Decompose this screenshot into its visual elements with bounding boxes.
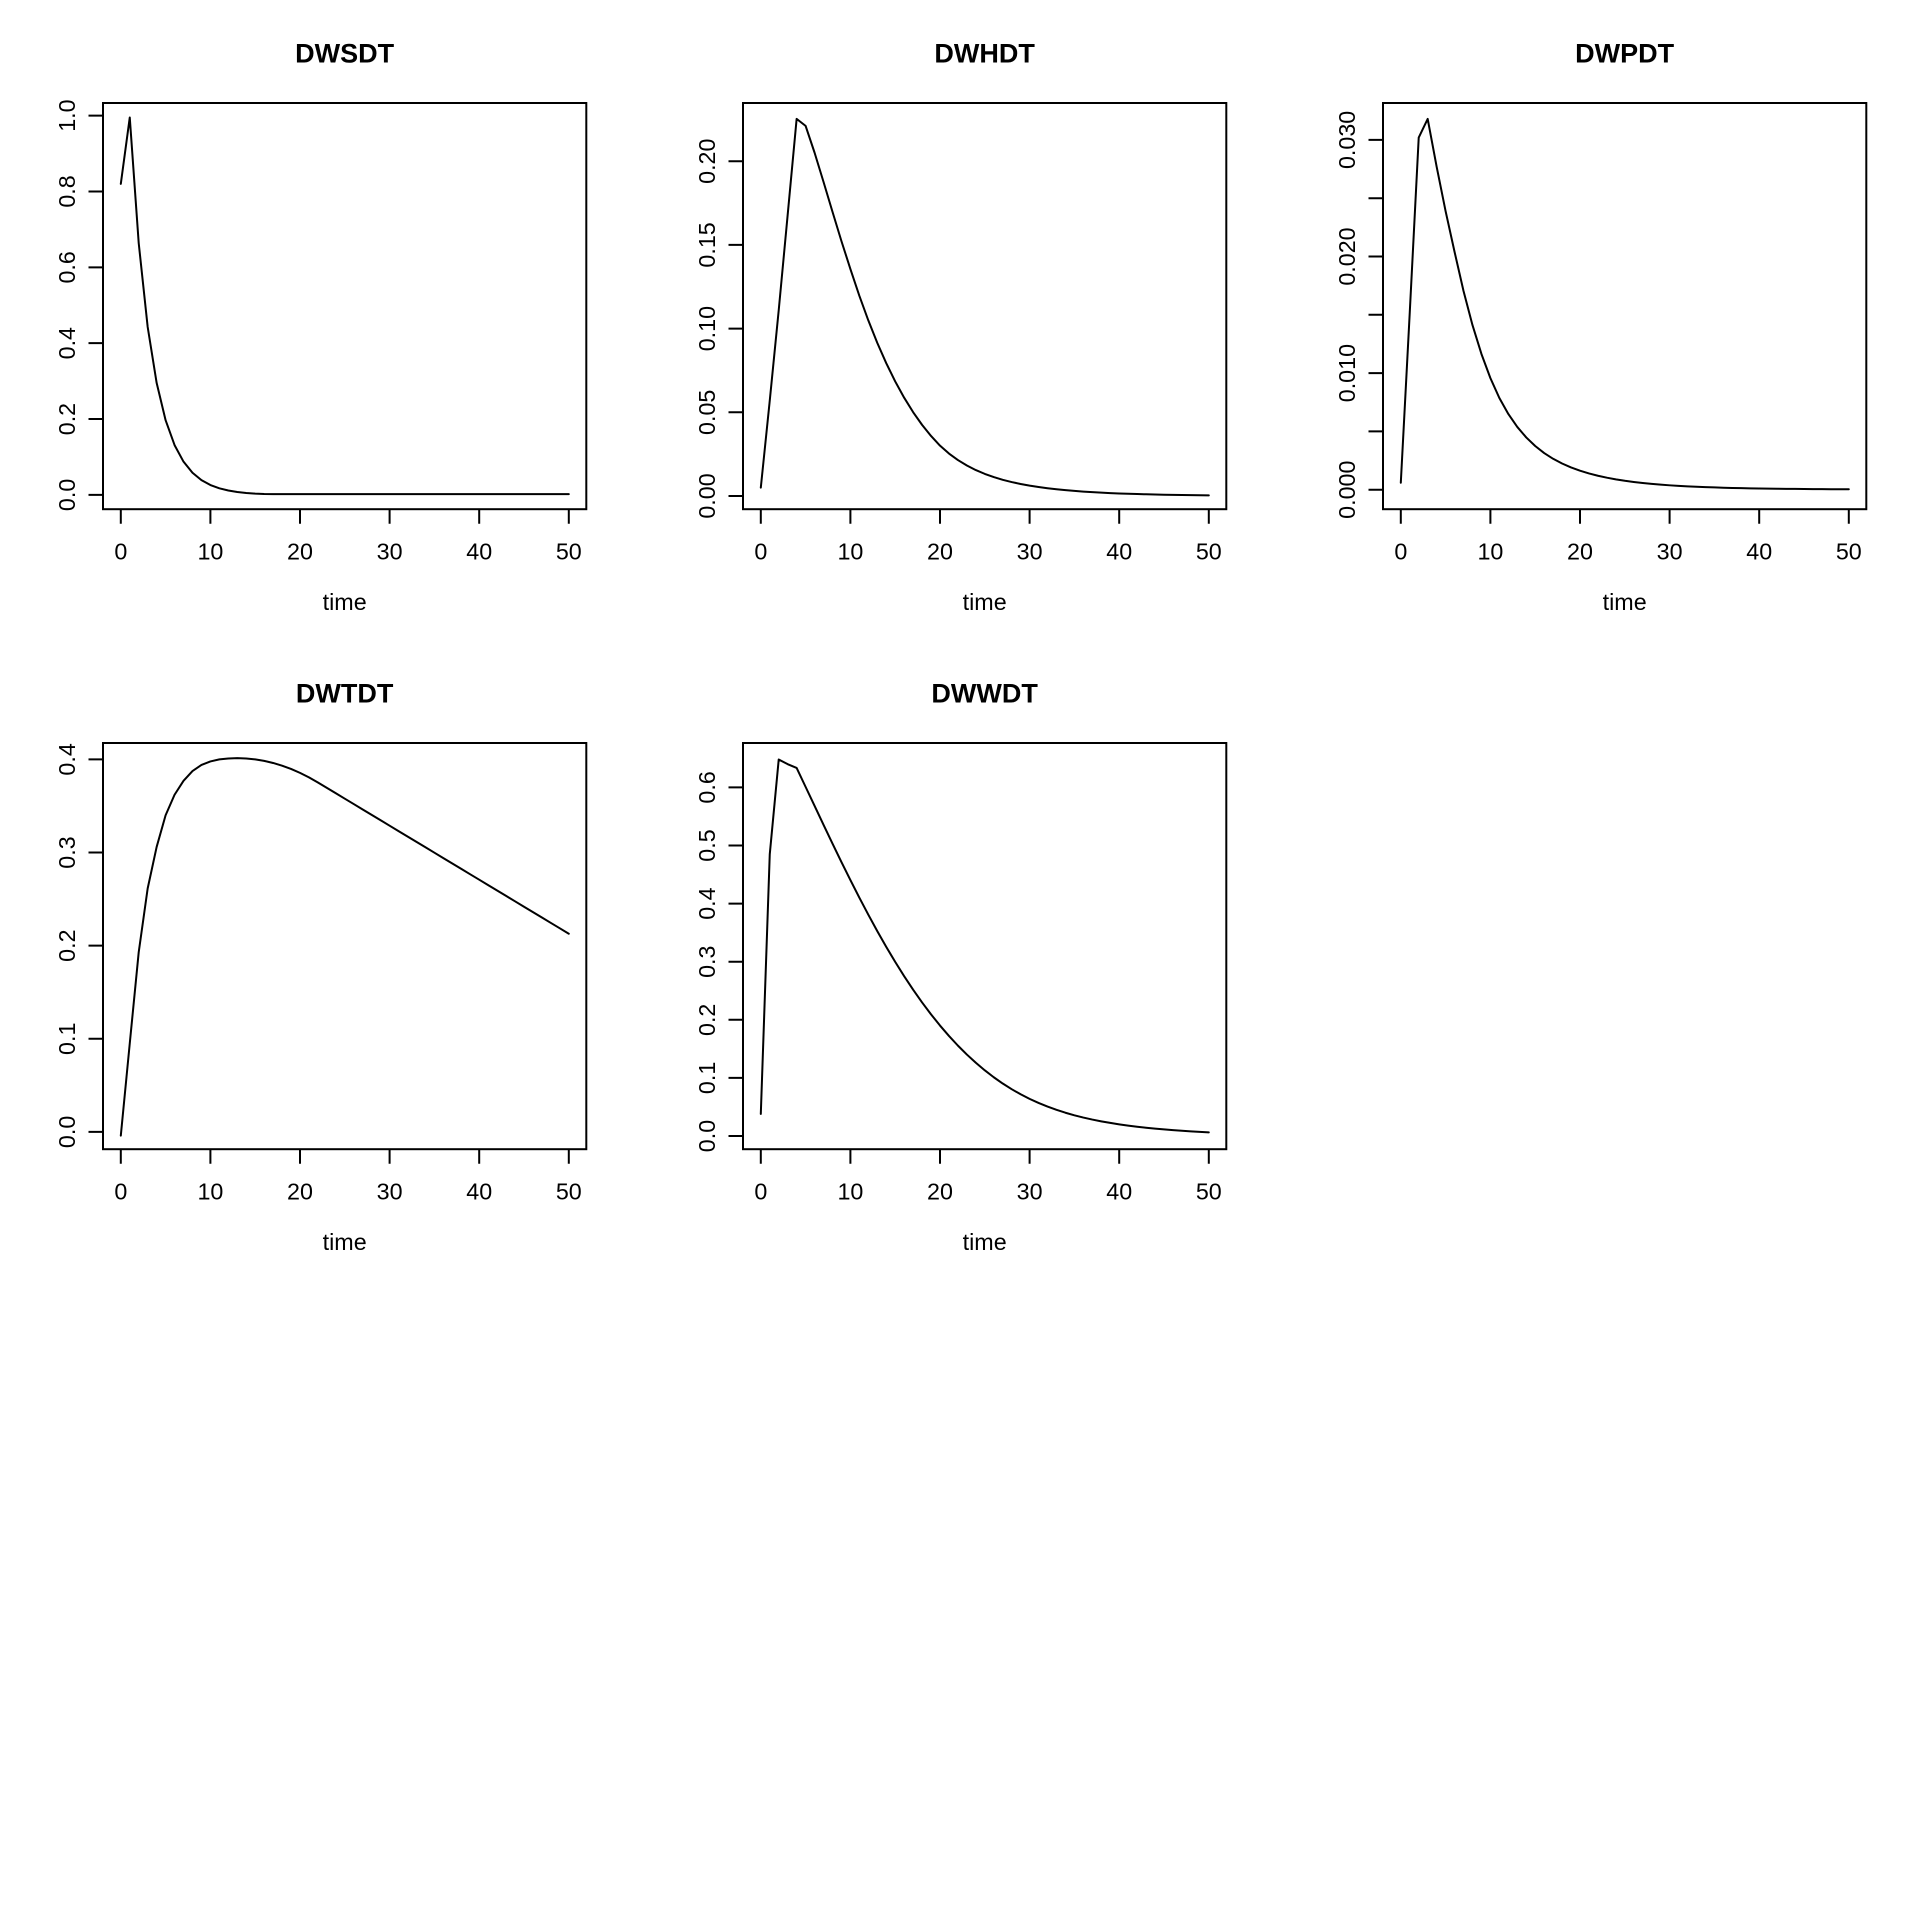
svg-text:0.05: 0.05 (694, 390, 720, 435)
svg-text:0.020: 0.020 (1334, 227, 1360, 285)
svg-text:40: 40 (466, 538, 492, 564)
svg-text:0.00: 0.00 (694, 473, 720, 518)
svg-text:time: time (1603, 589, 1647, 615)
svg-text:0: 0 (114, 1178, 127, 1204)
svg-text:0.4: 0.4 (694, 887, 720, 919)
svg-text:40: 40 (1746, 538, 1772, 564)
svg-text:20: 20 (927, 1178, 953, 1204)
svg-text:50: 50 (556, 1178, 582, 1204)
svg-text:20: 20 (927, 538, 953, 564)
svg-text:30: 30 (1017, 1178, 1043, 1204)
svg-text:20: 20 (1567, 538, 1593, 564)
svg-text:40: 40 (1106, 1178, 1132, 1204)
svg-text:0.2: 0.2 (54, 929, 80, 961)
svg-text:0: 0 (754, 538, 767, 564)
svg-text:0.030: 0.030 (1334, 111, 1360, 169)
svg-text:50: 50 (556, 538, 582, 564)
svg-text:0.3: 0.3 (54, 836, 80, 868)
svg-text:10: 10 (837, 538, 863, 564)
svg-text:time: time (963, 589, 1007, 615)
svg-text:0.1: 0.1 (694, 1062, 720, 1094)
svg-text:DWSDT: DWSDT (295, 39, 394, 69)
svg-text:10: 10 (1477, 538, 1503, 564)
svg-text:20: 20 (287, 538, 313, 564)
svg-text:time: time (323, 589, 367, 615)
svg-text:0.0: 0.0 (54, 1116, 80, 1148)
svg-text:0: 0 (114, 538, 127, 564)
svg-text:0.6: 0.6 (54, 251, 80, 283)
svg-text:DWTDT: DWTDT (296, 679, 394, 709)
svg-text:DWWDT: DWWDT (931, 679, 1038, 709)
svg-text:0.0: 0.0 (54, 479, 80, 511)
svg-text:0.4: 0.4 (54, 743, 80, 775)
svg-text:0.6: 0.6 (694, 771, 720, 803)
svg-text:40: 40 (466, 1178, 492, 1204)
svg-text:0.010: 0.010 (1334, 344, 1360, 402)
svg-text:time: time (323, 1229, 367, 1255)
svg-text:0.2: 0.2 (54, 403, 80, 435)
svg-text:50: 50 (1836, 538, 1862, 564)
svg-text:20: 20 (287, 1178, 313, 1204)
svg-text:0.0: 0.0 (694, 1120, 720, 1152)
svg-text:50: 50 (1196, 1178, 1222, 1204)
svg-text:50: 50 (1196, 538, 1222, 564)
svg-text:0.8: 0.8 (54, 175, 80, 207)
svg-text:time: time (963, 1229, 1007, 1255)
svg-text:1.0: 1.0 (54, 99, 80, 131)
svg-text:0.10: 0.10 (694, 306, 720, 351)
svg-text:10: 10 (197, 1178, 223, 1204)
svg-text:0.2: 0.2 (694, 1004, 720, 1036)
svg-text:30: 30 (377, 1178, 403, 1204)
svg-text:0.3: 0.3 (694, 946, 720, 978)
svg-text:30: 30 (1017, 538, 1043, 564)
svg-text:10: 10 (837, 1178, 863, 1204)
svg-text:0.15: 0.15 (694, 222, 720, 267)
svg-text:0: 0 (1394, 538, 1407, 564)
svg-text:0.000: 0.000 (1334, 461, 1360, 519)
svg-text:30: 30 (377, 538, 403, 564)
svg-text:0: 0 (754, 1178, 767, 1204)
svg-text:30: 30 (1657, 538, 1683, 564)
svg-text:0.1: 0.1 (54, 1023, 80, 1055)
svg-text:0.5: 0.5 (694, 829, 720, 861)
svg-text:0.4: 0.4 (54, 327, 80, 359)
svg-text:10: 10 (197, 538, 223, 564)
svg-text:DWPDT: DWPDT (1575, 39, 1674, 69)
svg-text:DWHDT: DWHDT (934, 39, 1035, 69)
svg-text:40: 40 (1106, 538, 1132, 564)
svg-text:0.20: 0.20 (694, 138, 720, 183)
